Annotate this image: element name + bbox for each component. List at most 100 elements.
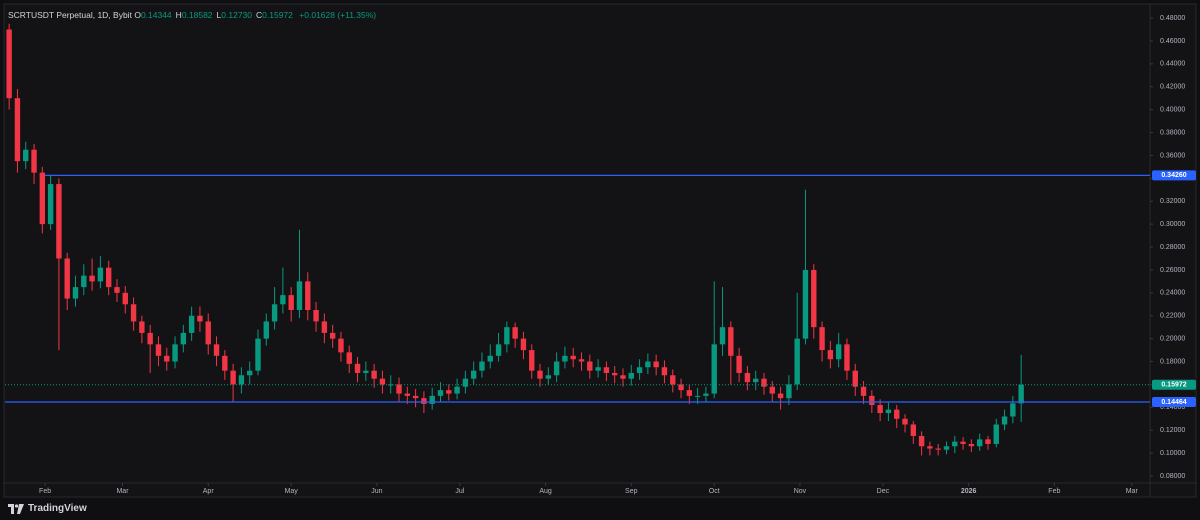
candle-body xyxy=(371,370,377,379)
candle-body xyxy=(313,310,319,322)
candle-body xyxy=(238,375,245,385)
candle-body xyxy=(993,424,999,444)
x-tick-label: Jun xyxy=(371,488,382,495)
candle-body xyxy=(943,446,950,450)
y-tick-label: 0.10000 xyxy=(1160,450,1185,457)
candle-body xyxy=(412,395,419,399)
candle-body xyxy=(736,355,742,373)
candle-body xyxy=(777,393,784,399)
candle-body xyxy=(802,269,809,339)
candle-body xyxy=(97,267,104,282)
candle-body xyxy=(255,338,261,371)
candle-body xyxy=(72,287,79,299)
y-tick-label: 0.24000 xyxy=(1160,290,1185,297)
candle-body xyxy=(388,384,394,386)
candle-body xyxy=(429,395,435,404)
y-tick-label: 0.28000 xyxy=(1160,244,1185,251)
candle-body xyxy=(529,350,535,371)
candle-body xyxy=(180,332,187,345)
candle-body xyxy=(636,367,643,373)
y-tick-label: 0.48000 xyxy=(1160,15,1185,22)
candle-body xyxy=(14,98,21,162)
candle-body xyxy=(1001,416,1008,425)
candle-body xyxy=(446,390,452,394)
candle-body xyxy=(620,375,626,379)
candle-body xyxy=(81,275,87,288)
logo xyxy=(8,503,24,514)
plot xyxy=(6,23,1024,456)
candle-body xyxy=(520,338,527,351)
candle-body xyxy=(296,281,303,311)
ohlc-key: C xyxy=(256,10,263,20)
x-tick-label: Feb xyxy=(39,488,51,495)
candle-body xyxy=(537,370,543,379)
candle-body xyxy=(927,446,933,449)
candle-body xyxy=(1018,384,1024,404)
candle-body xyxy=(89,275,95,282)
candle-body xyxy=(338,338,344,353)
candle-body xyxy=(603,367,610,373)
candle-body xyxy=(628,372,634,379)
candle-body xyxy=(321,321,328,333)
candle-body xyxy=(744,372,751,383)
candle-body xyxy=(1010,403,1016,417)
candle-body xyxy=(305,281,311,311)
y-tick-label: 0.20000 xyxy=(1160,335,1185,342)
x-tick-label: Oct xyxy=(709,488,720,495)
candle-body xyxy=(122,292,128,305)
candle-body xyxy=(711,344,717,394)
ohlc-value: 0.14344 xyxy=(140,10,172,20)
y-tick-label: 0.08000 xyxy=(1160,473,1185,480)
candle-body xyxy=(719,327,726,345)
y-tick-label: 0.12000 xyxy=(1160,427,1185,434)
candle-body xyxy=(985,439,991,444)
x-tick-label: Apr xyxy=(203,488,215,495)
candle-body xyxy=(379,378,386,385)
price-label: 0.34260 xyxy=(1161,172,1186,179)
candle-body xyxy=(6,29,12,99)
candle-body xyxy=(952,441,958,447)
y-tick-label: 0.44000 xyxy=(1160,61,1185,68)
candle-body xyxy=(47,184,54,225)
candle-body xyxy=(645,361,651,368)
candle-body xyxy=(130,304,137,322)
candle-body xyxy=(31,149,37,173)
price-label: 0.14464 xyxy=(1161,399,1186,406)
candle-body xyxy=(753,378,759,383)
candle-body xyxy=(479,361,485,371)
change: +0.01628 (+11.35%) xyxy=(299,10,377,20)
y-tick-label: 0.40000 xyxy=(1160,106,1185,113)
ohlc-value: 0.12730 xyxy=(221,10,253,20)
y-tick-label: 0.18000 xyxy=(1160,358,1185,365)
candle-body xyxy=(56,184,62,259)
candle-body xyxy=(844,344,850,371)
ohlc-key: H xyxy=(175,10,182,20)
symbol-legend: SCRTUSDT Perpetual, 1D, Bybit O0.14344 H0… xyxy=(8,10,380,20)
candle-body xyxy=(164,355,170,362)
candle-body xyxy=(653,361,659,368)
candle-body xyxy=(976,439,983,447)
candle-body xyxy=(968,443,975,447)
candle-body xyxy=(894,409,900,419)
x-tick-label: Dec xyxy=(877,488,890,495)
candle-body xyxy=(902,418,908,425)
y-tick-label: 0.22000 xyxy=(1160,313,1185,320)
candle-body xyxy=(230,370,236,385)
candle-body xyxy=(885,409,892,414)
x-tick-label: Feb xyxy=(1048,488,1060,495)
symbol: SCRTUSDT Perpetual, 1D, Bybit xyxy=(8,10,132,20)
candle-body xyxy=(869,395,875,406)
ohlc-value: 0.15972 xyxy=(262,10,293,20)
y-tick-label: 0.46000 xyxy=(1160,38,1185,45)
candle-body xyxy=(703,393,709,396)
y-tick-label: 0.42000 xyxy=(1160,84,1185,91)
candle-body xyxy=(835,344,842,360)
y-tick-label: 0.32000 xyxy=(1160,198,1185,205)
candle-body xyxy=(247,370,253,376)
candle-body xyxy=(587,361,593,371)
x-tick-label: Jul xyxy=(455,488,464,495)
candle-body xyxy=(288,295,294,311)
candle-body xyxy=(437,390,444,396)
candle-body xyxy=(578,359,585,362)
